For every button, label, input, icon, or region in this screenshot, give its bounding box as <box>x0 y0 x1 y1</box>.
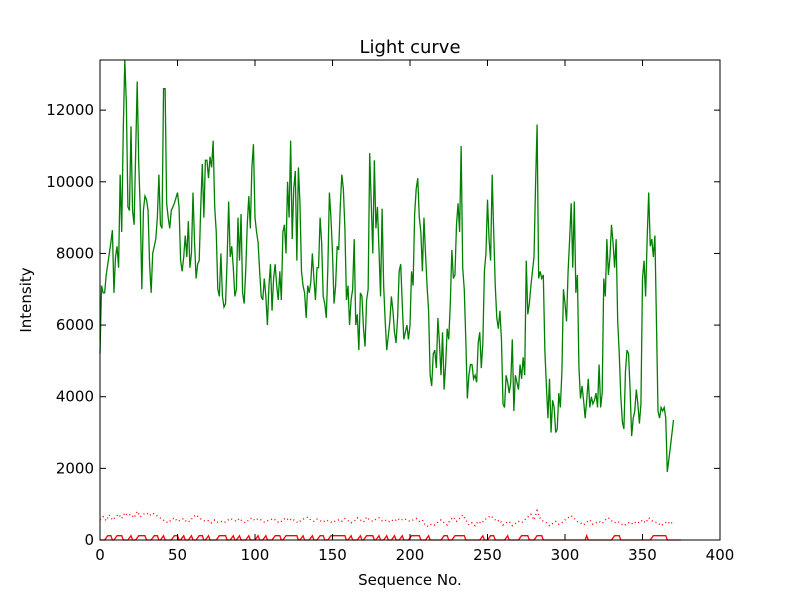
series-line-2 <box>99 508 675 528</box>
y-tick-label: 2000 <box>56 459 94 477</box>
plot-frame <box>99 59 721 541</box>
x-tick-label: 0 <box>95 546 105 564</box>
x-tick-label: 300 <box>551 546 580 564</box>
series-line-3 <box>100 533 682 541</box>
x-tick-label: 400 <box>706 546 735 564</box>
x-axis-label: Sequence No. <box>358 571 462 589</box>
y-axis-ticks: 0 2000 4000 6000 8000 10000 12000 <box>46 101 720 549</box>
chart-title: Light curve <box>359 37 460 58</box>
plot-series-group <box>99 59 682 541</box>
y-axis-label: Intensity <box>17 267 35 332</box>
y-tick-label: 8000 <box>56 244 94 262</box>
x-axis-ticks: 0 50 100 150 200 250 300 350 400 <box>95 60 734 564</box>
x-tick-label: 350 <box>628 546 657 564</box>
x-tick-label: 100 <box>241 546 270 564</box>
y-tick-label: 12000 <box>46 101 94 119</box>
y-tick-label: 6000 <box>56 316 94 334</box>
x-tick-label: 50 <box>168 546 187 564</box>
series-line-1 <box>99 59 675 473</box>
x-tick-label: 150 <box>318 546 347 564</box>
y-tick-label: 10000 <box>46 173 94 191</box>
y-tick-label: 0 <box>84 531 94 549</box>
x-tick-label: 200 <box>396 546 425 564</box>
x-tick-label: 250 <box>473 546 502 564</box>
y-tick-label: 4000 <box>56 388 94 406</box>
